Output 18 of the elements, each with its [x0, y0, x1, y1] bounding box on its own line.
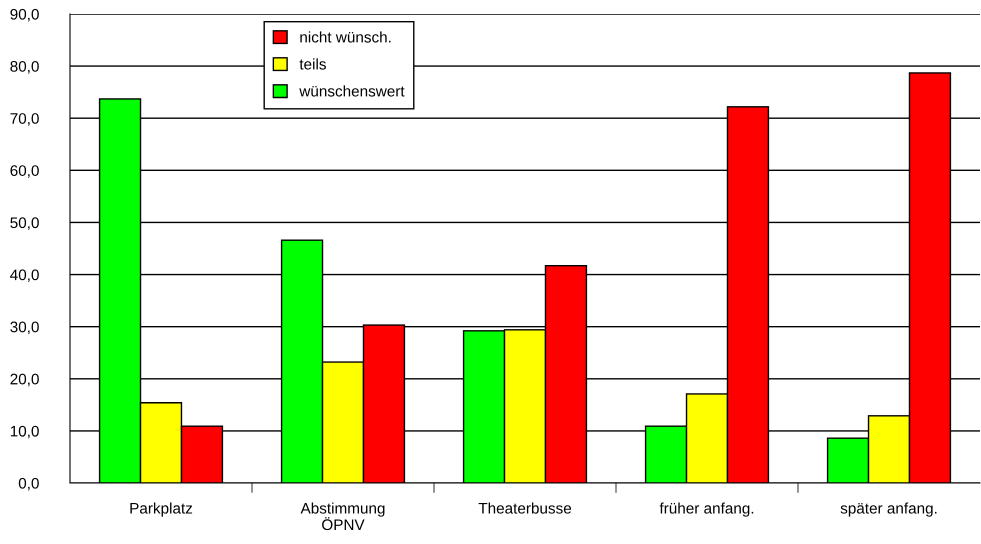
x-tick-label: Theaterbusse [478, 502, 572, 514]
y-tick-label: 50,0 [10, 217, 39, 230]
legend-label: wünschenswert [299, 85, 405, 97]
y-tick-label: 40,0 [10, 269, 39, 282]
x-tick-label: Abstimmung ÖPNV [300, 502, 384, 530]
x-tick-label: früher anfang. [660, 502, 754, 517]
y-tick-label: 80,0 [10, 60, 39, 74]
y-tick-label: 90,0 [10, 8, 39, 22]
y-tick-label: 10,0 [10, 426, 39, 438]
y-tick-label: 70,0 [10, 113, 39, 126]
x-tick-label: später anfang. [840, 502, 936, 517]
y-tick-label: 20,0 [10, 374, 39, 386]
y-tick-label: 30,0 [10, 322, 39, 334]
legend-label: teils [300, 58, 326, 70]
x-tick-label: Parkplatz [130, 502, 192, 517]
y-tick-label: 60,0 [10, 165, 39, 178]
y-tick-label: 0,0 [18, 478, 39, 490]
legend-label: nicht wünsch. [300, 31, 390, 43]
